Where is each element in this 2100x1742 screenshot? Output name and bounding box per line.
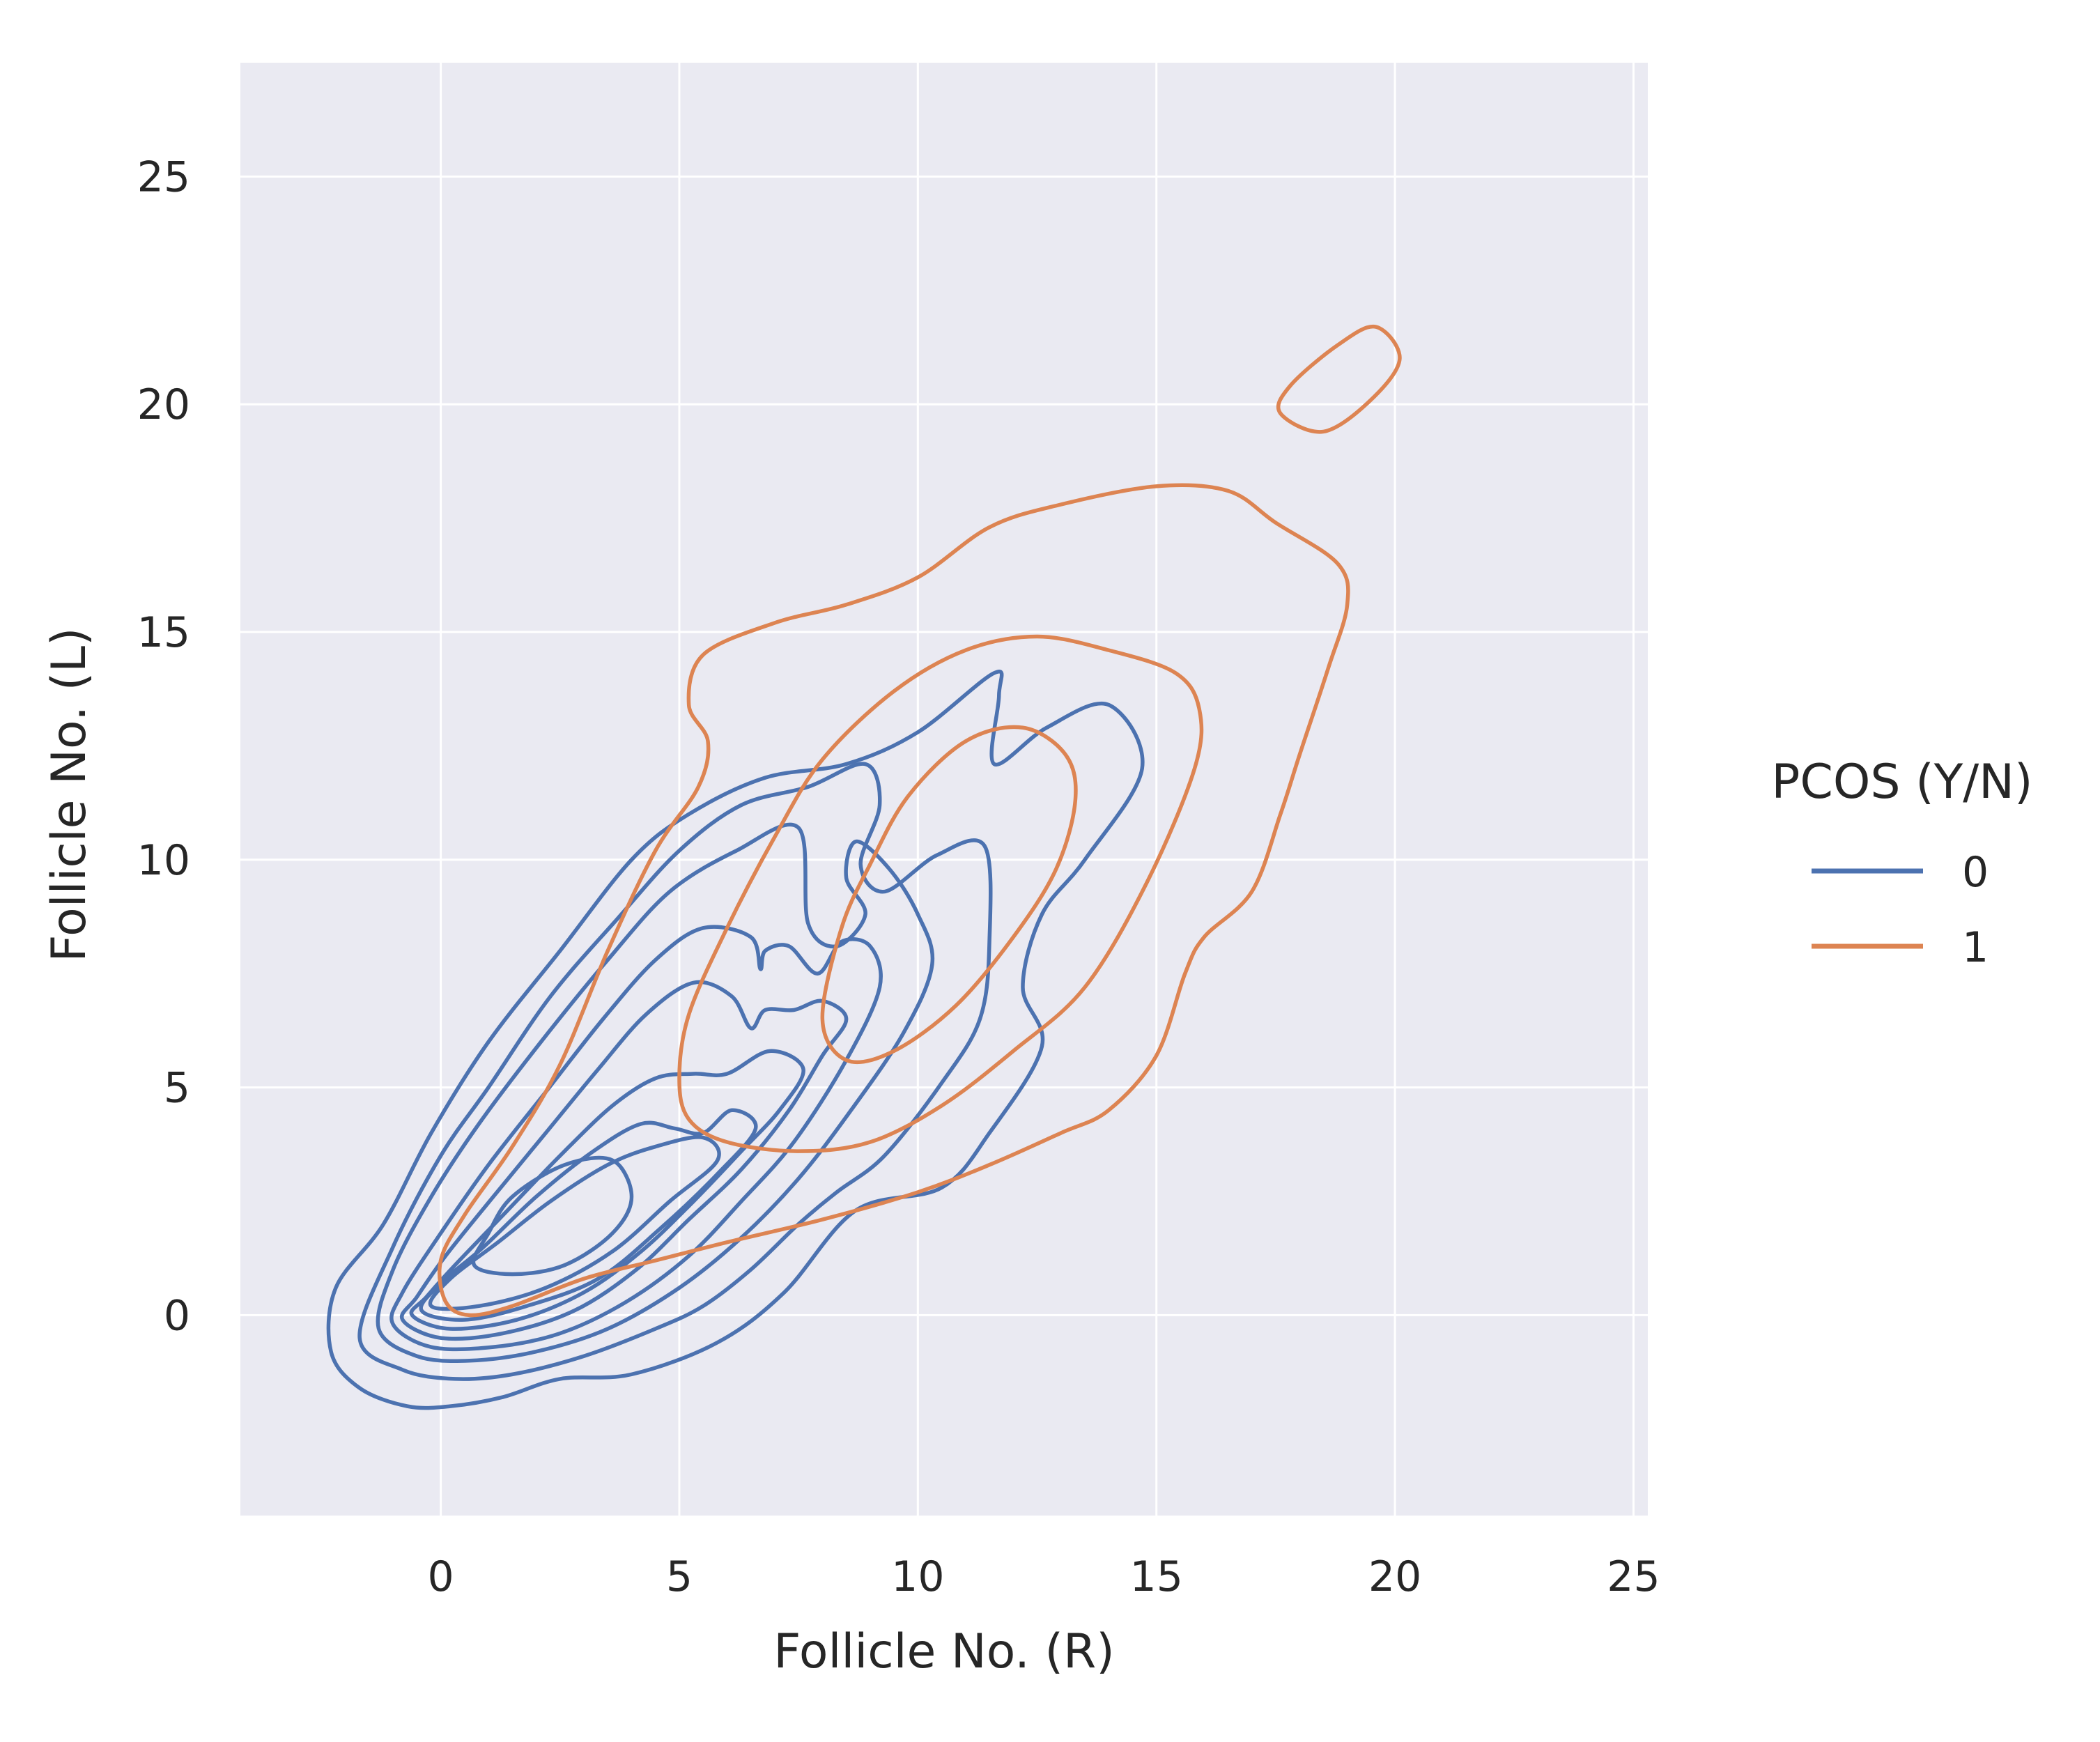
y-tick-label: 15: [137, 608, 190, 657]
x-ticks: 0 5 10 15 20 25: [427, 1552, 1660, 1601]
y-grid: [240, 175, 1648, 1316]
y-axis-label: Follicle No. (L): [42, 627, 97, 962]
x-tick-label: 15: [1130, 1552, 1183, 1601]
plot-area: [240, 63, 1648, 1516]
series-group-1: [438, 324, 1402, 1318]
y-tick-label: 20: [137, 380, 190, 429]
y-tick-label: 10: [137, 836, 190, 885]
x-axis-label: Follicle No. (R): [773, 1624, 1115, 1679]
series-layer: [326, 324, 1402, 1410]
x-grid: [440, 63, 1635, 1516]
x-tick-label: 25: [1607, 1552, 1660, 1601]
series-contour-0: [428, 1135, 721, 1311]
series-contour-0: [471, 1155, 634, 1277]
series-contour-0: [409, 1049, 805, 1331]
legend-label-0: 0: [1962, 848, 1989, 897]
series-contour-1: [438, 483, 1350, 1318]
legend-title: PCOS (Y/N): [1771, 755, 2032, 810]
y-tick-label: 0: [164, 1291, 190, 1340]
legend-label-1: 1: [1962, 923, 1989, 972]
legend-items: 01: [1812, 848, 1989, 972]
series-contour-1: [1276, 324, 1402, 434]
y-ticks: 0 5 10 15 20 25: [137, 153, 190, 1340]
y-tick-label: 5: [164, 1064, 190, 1113]
series-contour-1: [820, 725, 1078, 1065]
series-contour-0: [399, 980, 849, 1341]
series-contour-0: [419, 1108, 758, 1322]
series-contour-0: [326, 670, 1145, 1410]
x-tick-label: 10: [891, 1552, 944, 1601]
legend: PCOS (Y/N) 01: [1771, 755, 2032, 972]
x-tick-label: 0: [427, 1552, 454, 1601]
series-contour-0: [357, 762, 993, 1381]
series-contour-1: [677, 634, 1204, 1153]
x-tick-label: 5: [666, 1552, 693, 1601]
series-contour-0: [376, 822, 935, 1364]
x-tick-label: 20: [1368, 1552, 1421, 1601]
series-group-0: [326, 670, 1145, 1410]
y-tick-label: 25: [137, 153, 190, 201]
